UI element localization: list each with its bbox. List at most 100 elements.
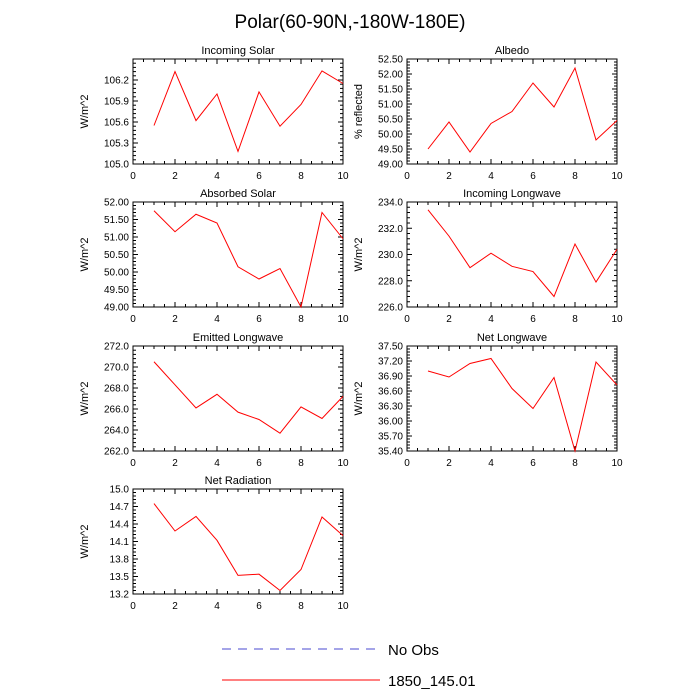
- y-tick-label: 52.50: [378, 55, 403, 66]
- x-tick-label: 6: [530, 314, 536, 325]
- legend-model-label: 1850_145.01: [388, 673, 476, 690]
- panel-5: Emitted Longwave W/m^2 0 2 4 6 8 10 262.0 264.0 26…: [79, 332, 349, 469]
- y-tick-label: 50.50: [378, 115, 403, 126]
- y-tick-label: 49.50: [378, 145, 403, 156]
- panel-6: Net Longwave W/m^2 0 2 4 6 8 10 35.40 35.70 36.00 3…: [353, 332, 623, 469]
- panel-title: Net Radiation: [205, 475, 272, 487]
- y-tick-label: 270.0: [104, 363, 129, 374]
- panels-group: Incoming Solar W/m^2 0 2 4 6 8 10 105.0 105.3 105.…: [79, 45, 623, 612]
- x-tick-label: 4: [488, 314, 494, 325]
- x-tick-label: 6: [256, 458, 262, 469]
- y-tick-label: 51.00: [104, 233, 129, 244]
- y-tick-label: 36.90: [378, 372, 403, 383]
- y-tick-label: 13.2: [110, 590, 130, 601]
- y-tick-label: 228.0: [378, 276, 403, 287]
- y-tick-label: 14.7: [110, 502, 130, 513]
- y-tick-label: 52.00: [104, 198, 129, 209]
- x-tick-label: 10: [337, 458, 349, 469]
- panel-title: Incoming Longwave: [463, 188, 561, 200]
- x-tick-label: 10: [611, 458, 623, 469]
- x-tick-label: 4: [488, 458, 494, 469]
- x-tick-label: 4: [214, 601, 220, 612]
- legend-obs-label: No Obs: [388, 642, 439, 659]
- panel-4: Incoming Longwave W/m^2 0 2 4 6 8 10 226.0 228.0 2…: [353, 188, 623, 325]
- y-tick-label: 14.1: [110, 537, 130, 548]
- x-tick-label: 4: [214, 314, 220, 325]
- y-tick-label: 36.60: [378, 387, 403, 398]
- panel-title: Absorbed Solar: [200, 188, 276, 200]
- y-tick-label: 105.9: [104, 97, 129, 108]
- y-tick-label: 105.0: [104, 160, 129, 171]
- x-tick-label: 0: [130, 171, 136, 182]
- legend: No Obs 1850_145.01: [222, 642, 476, 690]
- x-tick-label: 2: [172, 601, 178, 612]
- y-tick-label: 49.00: [378, 160, 403, 171]
- x-tick-label: 4: [214, 171, 220, 182]
- y-tick-label: 230.0: [378, 250, 403, 261]
- y-tick-label: 50.00: [378, 130, 403, 141]
- x-tick-label: 10: [611, 314, 623, 325]
- y-tick-label: 268.0: [104, 384, 129, 395]
- y-axis-label: % reflected: [353, 84, 365, 139]
- x-tick-label: 10: [337, 171, 349, 182]
- panel-title: Emitted Longwave: [193, 332, 284, 344]
- x-tick-label: 4: [488, 171, 494, 182]
- x-tick-label: 2: [446, 171, 452, 182]
- x-tick-label: 0: [404, 458, 410, 469]
- series-line-1850_145.01: [427, 357, 618, 453]
- x-tick-label: 4: [214, 458, 220, 469]
- y-axis-label: W/m^2: [353, 382, 365, 416]
- series-line-1850_145.01: [427, 66, 618, 153]
- x-tick-label: 8: [572, 171, 578, 182]
- x-tick-label: 6: [256, 314, 262, 325]
- x-tick-label: 2: [172, 458, 178, 469]
- y-tick-label: 272.0: [104, 342, 129, 353]
- y-tick-label: 105.3: [104, 139, 129, 150]
- y-tick-label: 51.50: [378, 85, 403, 96]
- y-axis-label: W/m^2: [79, 238, 91, 272]
- panel-title: Incoming Solar: [201, 45, 275, 57]
- panel-title: Net Longwave: [477, 332, 547, 344]
- x-tick-label: 8: [298, 458, 304, 469]
- x-tick-label: 6: [530, 171, 536, 182]
- series-line-1850_145.01: [153, 210, 344, 309]
- y-tick-label: 234.0: [378, 198, 403, 209]
- x-tick-label: 0: [130, 314, 136, 325]
- y-tick-label: 226.0: [378, 303, 403, 314]
- y-axis-label: W/m^2: [79, 95, 91, 129]
- x-tick-label: 0: [130, 458, 136, 469]
- x-tick-label: 6: [256, 171, 262, 182]
- y-tick-label: 35.70: [378, 432, 403, 443]
- y-tick-label: 37.20: [378, 357, 403, 368]
- x-tick-label: 6: [256, 601, 262, 612]
- y-axis-label: W/m^2: [353, 238, 365, 272]
- panel-7: Net Radiation W/m^2 0 2 4 6 8 10 13.2 13.5 13.8 14.…: [79, 475, 349, 612]
- y-tick-label: 51.50: [104, 215, 129, 226]
- series-line-1850_145.01: [153, 361, 344, 434]
- plot-frame: [132, 345, 344, 452]
- y-tick-label: 14.4: [110, 520, 130, 531]
- y-tick-label: 36.30: [378, 402, 403, 413]
- panel-2: Albedo % reflected 0 2 4 6 8 10 49.00 49.50 50.00 5…: [353, 45, 623, 182]
- figure-title: Polar(60-90N,-180W-180E): [235, 12, 466, 33]
- y-tick-label: 49.50: [104, 285, 129, 296]
- y-tick-label: 13.5: [110, 572, 130, 583]
- y-tick-label: 106.2: [104, 76, 129, 87]
- x-tick-label: 2: [172, 314, 178, 325]
- x-tick-label: 2: [446, 314, 452, 325]
- y-tick-label: 262.0: [104, 447, 129, 458]
- x-tick-label: 8: [298, 171, 304, 182]
- plot-frame: [406, 201, 618, 308]
- plot-frame: [132, 201, 344, 308]
- y-tick-label: 51.00: [378, 100, 403, 111]
- y-tick-label: 13.8: [110, 555, 130, 566]
- y-tick-label: 232.0: [378, 224, 403, 235]
- panel-3: Absorbed Solar W/m^2 0 2 4 6 8 10 49.00 49.50 50.0…: [79, 188, 349, 325]
- plot-frame: [132, 488, 344, 595]
- y-tick-label: 49.00: [104, 303, 129, 314]
- panel-1: Incoming Solar W/m^2 0 2 4 6 8 10 105.0 105.3 105.…: [79, 45, 349, 182]
- y-axis-label: W/m^2: [79, 525, 91, 559]
- y-tick-label: 50.00: [104, 268, 129, 279]
- y-tick-label: 266.0: [104, 405, 129, 416]
